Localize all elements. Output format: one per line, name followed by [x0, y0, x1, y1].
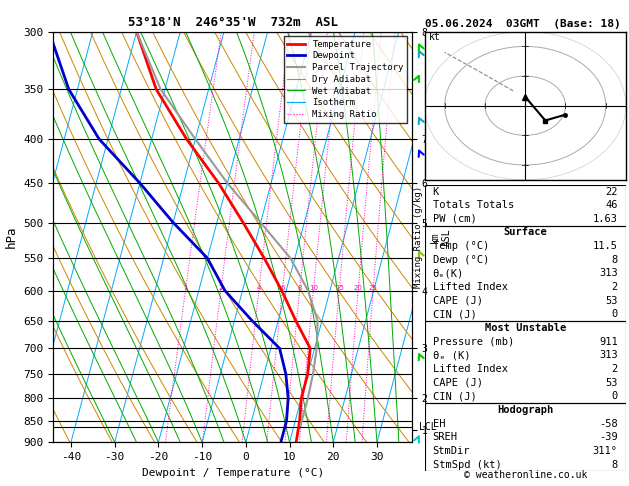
Text: Hodograph: Hodograph	[497, 405, 554, 415]
Text: Temp (°C): Temp (°C)	[433, 241, 489, 251]
Text: 911: 911	[599, 337, 618, 347]
Text: 0: 0	[611, 391, 618, 401]
Text: 313: 313	[599, 350, 618, 360]
Text: Lifted Index: Lifted Index	[433, 364, 508, 374]
Text: 311°: 311°	[593, 446, 618, 456]
Text: Most Unstable: Most Unstable	[484, 323, 566, 333]
Text: θₑ (K): θₑ (K)	[433, 350, 470, 360]
Text: 53: 53	[605, 296, 618, 306]
Text: θₑ(K): θₑ(K)	[433, 268, 464, 278]
Y-axis label: hPa: hPa	[5, 226, 18, 248]
Text: -58: -58	[599, 418, 618, 429]
Text: PW (cm): PW (cm)	[433, 214, 476, 224]
Text: 6: 6	[280, 285, 284, 291]
Text: Totals Totals: Totals Totals	[433, 200, 514, 210]
Text: 2: 2	[219, 285, 223, 291]
Text: 8: 8	[298, 285, 302, 291]
Text: CIN (J): CIN (J)	[433, 310, 476, 319]
Text: Mixing Ratio (g/kg): Mixing Ratio (g/kg)	[414, 186, 423, 288]
Text: Pressure (mb): Pressure (mb)	[433, 337, 514, 347]
Text: 15: 15	[335, 285, 343, 291]
Text: StmDir: StmDir	[433, 446, 470, 456]
Text: 11.5: 11.5	[593, 241, 618, 251]
Text: CAPE (J): CAPE (J)	[433, 296, 482, 306]
Text: LCL: LCL	[419, 422, 437, 433]
Text: SREH: SREH	[433, 432, 458, 442]
Text: 4: 4	[257, 285, 261, 291]
Text: 8: 8	[611, 460, 618, 469]
Text: Dewp (°C): Dewp (°C)	[433, 255, 489, 265]
Text: K: K	[433, 187, 439, 196]
Text: 1.63: 1.63	[593, 214, 618, 224]
Text: EH: EH	[433, 418, 445, 429]
Text: 1: 1	[183, 285, 187, 291]
Text: 8: 8	[611, 255, 618, 265]
Text: © weatheronline.co.uk: © weatheronline.co.uk	[464, 470, 587, 480]
Text: StmSpd (kt): StmSpd (kt)	[433, 460, 501, 469]
Text: Surface: Surface	[503, 227, 547, 238]
Text: 2: 2	[611, 282, 618, 292]
Text: 53°18'N  246°35'W  732m  ASL: 53°18'N 246°35'W 732m ASL	[128, 16, 338, 29]
Text: Lifted Index: Lifted Index	[433, 282, 508, 292]
Text: 53: 53	[605, 378, 618, 388]
Text: 05.06.2024  03GMT  (Base: 18): 05.06.2024 03GMT (Base: 18)	[425, 19, 620, 29]
Text: -39: -39	[599, 432, 618, 442]
Y-axis label: km
ASL: km ASL	[430, 228, 452, 246]
Text: 46: 46	[605, 200, 618, 210]
Text: 25: 25	[369, 285, 377, 291]
Text: CAPE (J): CAPE (J)	[433, 378, 482, 388]
Text: 22: 22	[605, 187, 618, 196]
Text: 10: 10	[309, 285, 318, 291]
Text: kt: kt	[428, 33, 440, 42]
Text: 20: 20	[353, 285, 362, 291]
Text: 313: 313	[599, 268, 618, 278]
Text: 2: 2	[611, 364, 618, 374]
Text: CIN (J): CIN (J)	[433, 391, 476, 401]
Legend: Temperature, Dewpoint, Parcel Trajectory, Dry Adiabat, Wet Adiabat, Isotherm, Mi: Temperature, Dewpoint, Parcel Trajectory…	[284, 36, 408, 122]
X-axis label: Dewpoint / Temperature (°C): Dewpoint / Temperature (°C)	[142, 468, 324, 478]
Text: 0: 0	[611, 310, 618, 319]
